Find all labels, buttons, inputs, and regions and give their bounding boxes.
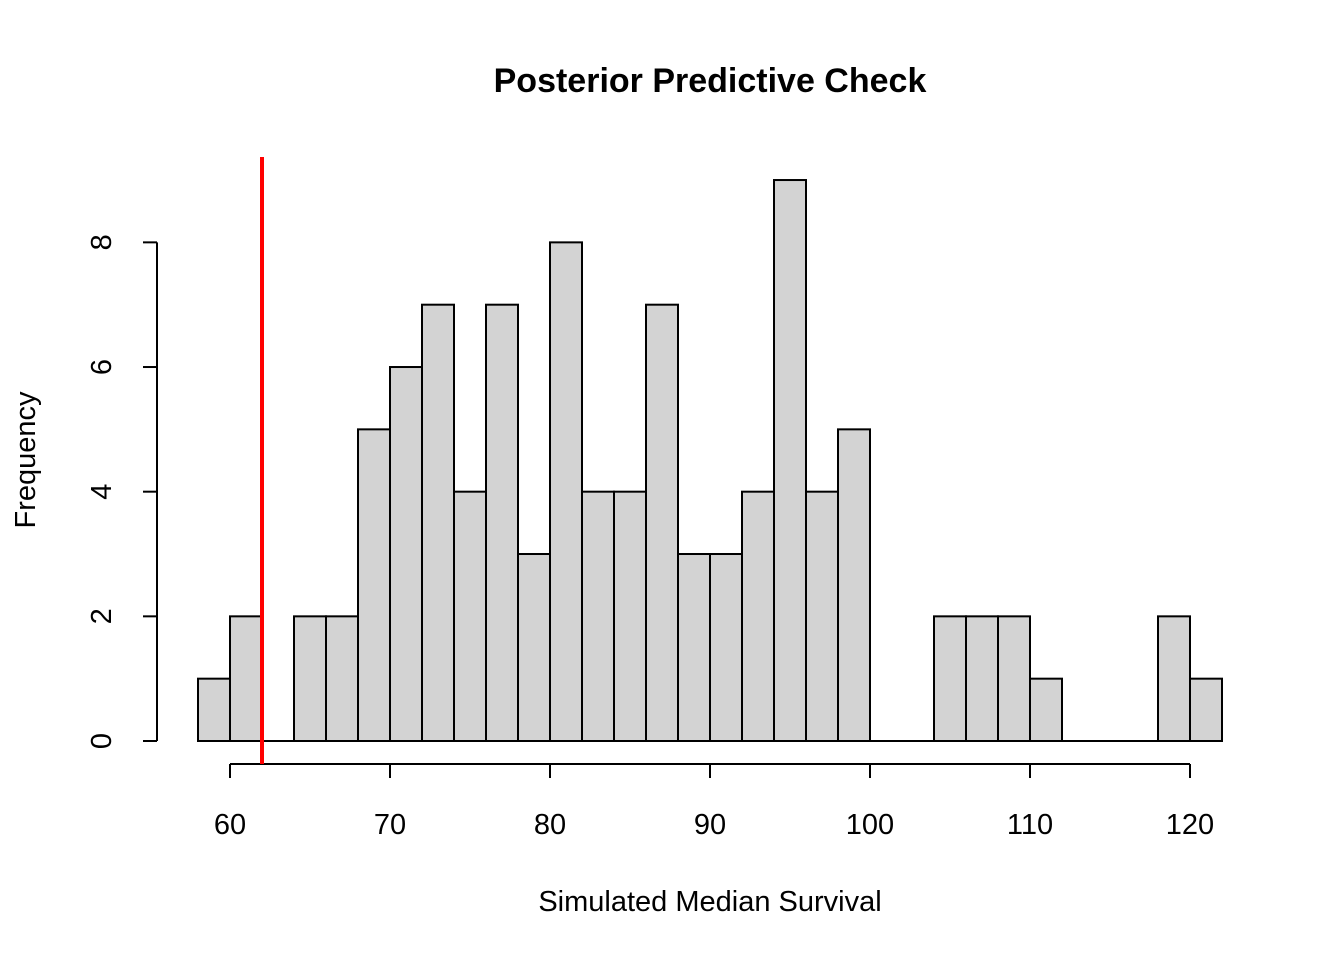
histogram-bar: [997, 615, 1031, 743]
histogram-bar: [741, 490, 775, 742]
y-tick-label: 6: [86, 359, 118, 375]
chart-title: Posterior Predictive Check: [494, 62, 927, 100]
y-tick-label: 0: [86, 733, 118, 749]
histogram-bar: [1157, 615, 1191, 743]
histogram-bar: [389, 366, 423, 742]
histogram-bar: [453, 490, 487, 742]
histogram-bar: [325, 615, 359, 743]
x-tick-label: 100: [846, 809, 894, 841]
histogram-bar: [293, 615, 327, 743]
x-tick-label: 80: [534, 809, 566, 841]
histogram-bar: [837, 428, 871, 742]
y-axis: 0 2 4 6 8: [86, 234, 158, 749]
histogram-bar: [1029, 677, 1063, 742]
histogram-bar: [805, 490, 839, 742]
histogram-bar: [1189, 677, 1223, 742]
histogram-bar: [677, 553, 711, 743]
y-tick-label: 2: [86, 608, 118, 624]
histogram-bar: [517, 553, 551, 743]
histogram-bar: [773, 179, 807, 742]
y-tick-label: 8: [86, 234, 118, 250]
y-tick-label: 4: [86, 484, 118, 500]
histogram-bar: [933, 615, 967, 743]
histogram-bar: [197, 677, 231, 742]
x-tick-label: 90: [694, 809, 726, 841]
histogram-bar: [709, 553, 743, 743]
y-axis-label: Frequency: [10, 391, 42, 529]
histogram-bar: [581, 490, 615, 742]
x-tick-label: 120: [1166, 809, 1214, 841]
histogram-bar: [357, 428, 391, 742]
histogram-bar: [549, 241, 583, 743]
histogram-bar: [485, 303, 519, 742]
x-tick-label: 110: [1007, 809, 1053, 841]
x-tick-label: 60: [214, 809, 246, 841]
x-tick-label: 70: [374, 809, 406, 841]
histogram-bar: [613, 490, 647, 742]
bars-layer: [197, 179, 1223, 743]
histogram-bar: [965, 615, 999, 743]
x-axis: 60 70 80 90 100 110 120: [214, 763, 1214, 841]
histogram-bar: [645, 303, 679, 742]
x-axis-label: Simulated Median Survival: [538, 886, 881, 918]
histogram-bar: [229, 615, 263, 743]
histogram-bar: [421, 303, 455, 742]
